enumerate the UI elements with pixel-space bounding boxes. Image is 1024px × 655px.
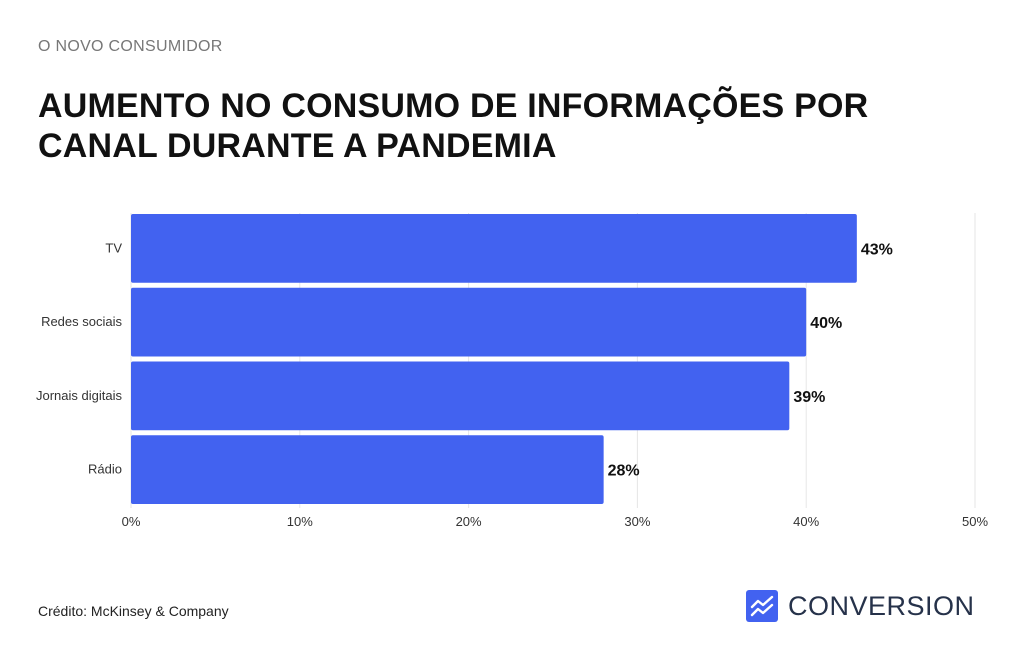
value-label: 43% <box>861 241 893 258</box>
bar <box>131 214 857 283</box>
category-label: Redes sociais <box>41 314 122 329</box>
line-chart-icon <box>746 590 778 622</box>
category-label: Jornais digitais <box>36 388 122 403</box>
brand-name: CONVERSION <box>788 590 975 621</box>
x-axis-tick-labels: 0% 10% 20% 30% 40% 50% <box>122 514 989 529</box>
x-tick-label: 20% <box>456 514 482 529</box>
credit-text: Crédito: McKinsey & Company <box>38 603 229 619</box>
bar <box>131 435 604 504</box>
bars <box>131 214 857 504</box>
x-tick-label: 30% <box>624 514 650 529</box>
bar <box>131 361 790 431</box>
x-tick-label: 50% <box>962 514 988 529</box>
category-label: Rádio <box>88 462 122 477</box>
x-tick-label: 10% <box>287 514 313 529</box>
value-label: 40% <box>810 315 842 332</box>
kicker-label: O NOVO CONSUMIDOR <box>38 38 223 55</box>
bar <box>131 287 807 357</box>
value-labels: 43% 40% 39% 28% <box>608 241 893 479</box>
category-labels: TV Redes sociais Jornais digitais Rádio <box>36 240 122 476</box>
x-tick-label: 0% <box>122 514 141 529</box>
brand-logo: CONVERSION <box>746 589 975 623</box>
value-label: 39% <box>793 389 825 406</box>
x-tick-label: 40% <box>793 514 819 529</box>
category-label: TV <box>105 240 122 255</box>
value-label: 28% <box>608 463 640 480</box>
chart-title: AUMENTO NO CONSUMO DE INFORMAÇÕES POR CA… <box>38 87 869 165</box>
